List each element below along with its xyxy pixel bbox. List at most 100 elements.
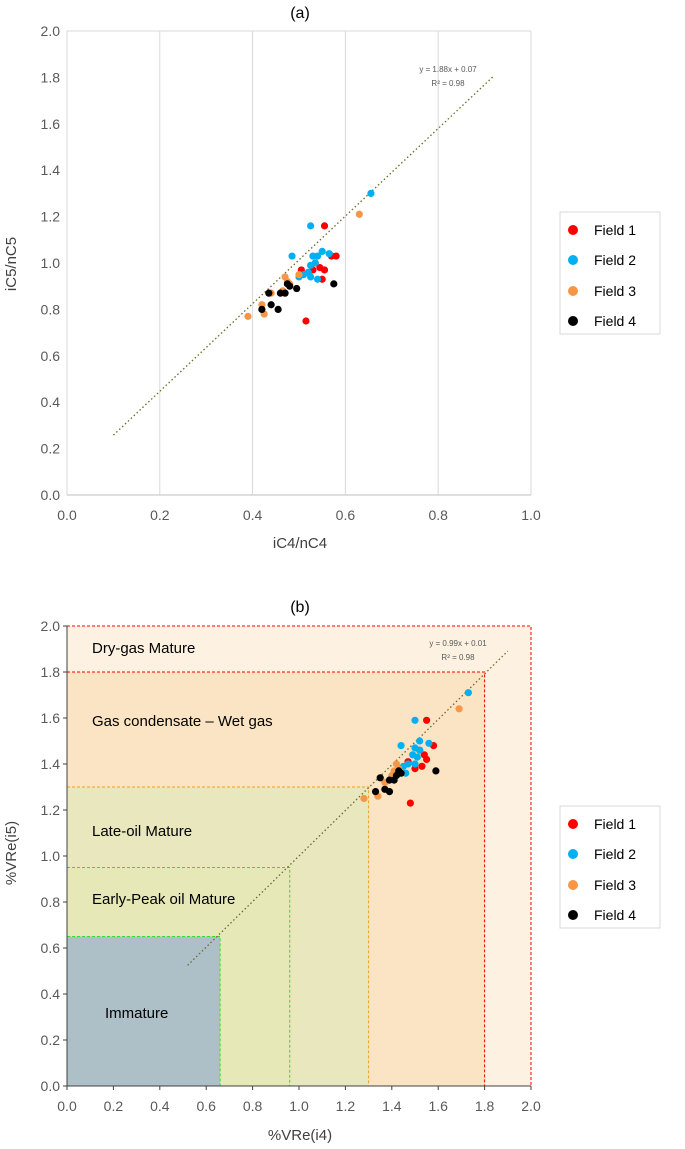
data-point-field-4-8 (385, 788, 394, 796)
data-point-field-4-4 (293, 284, 301, 293)
x-tick-label: 0.6 (336, 507, 356, 523)
panel-b-label: (b) (290, 599, 310, 616)
data-point-field-3-10 (360, 794, 368, 803)
data-point-field-4-9 (371, 788, 380, 796)
chart-panel-a: (a) 0.0 0.2 0.4 0.6 0.8 1.0 1.2 1.4 1.6 1.8 2.0 0.… (3, 5, 661, 552)
x-tick-label: 2.0 (521, 1098, 541, 1114)
panel-b-x-axis-title: %VRe(i4) (268, 1127, 332, 1144)
trendline (187, 650, 509, 966)
legend-label-field-2: Field 2 (594, 252, 636, 268)
y-tick-label: 0.8 (41, 894, 61, 910)
legend-label-field-2: Field 2 (594, 846, 636, 862)
panel-b-trend-equation: y = 0.99x + 0.01 (429, 639, 487, 648)
data-point-field-2-14 (313, 275, 322, 283)
data-point-field-3-1 (455, 705, 463, 713)
data-point-field-2-4 (416, 737, 424, 745)
data-point-field-2-13 (307, 273, 315, 281)
data-point-field-2-2 (307, 222, 315, 230)
y-tick-label: 1.2 (41, 802, 61, 818)
legend-label-field-4: Field 4 (594, 907, 636, 923)
y-tick-label: 0.0 (41, 487, 61, 503)
data-point-field-4-8 (258, 305, 266, 313)
x-tick-label: 0.4 (243, 507, 263, 523)
legend-marker-field-1 (568, 819, 578, 829)
data-point-field-1-10 (302, 317, 310, 325)
x-tick-label: 0.2 (150, 507, 170, 523)
data-point-field-2-5 (325, 250, 333, 258)
x-tick-label: 0.6 (196, 1098, 216, 1114)
panel-b-trend-r2: R² = 0.98 (441, 653, 475, 662)
x-tick-label: 0.8 (428, 507, 448, 523)
data-point-field-4-3 (286, 282, 294, 290)
legend-marker-field-2 (568, 255, 578, 265)
x-tick-label: 0.4 (150, 1098, 170, 1114)
zone-5 (66, 936, 221, 1087)
trendline (112, 75, 495, 436)
x-tick-label: 1.6 (428, 1098, 448, 1114)
data-point-field-4-6 (376, 774, 384, 782)
y-tick-label: 1.0 (41, 255, 61, 271)
data-point-field-1-7 (320, 266, 329, 274)
zone-label-late-oil: Late-oil Mature (92, 823, 192, 840)
x-tick-label: 1.0 (521, 507, 541, 523)
data-point-field-2-3 (288, 252, 296, 260)
x-tick-label: 0.0 (57, 1098, 77, 1114)
panel-a-y-axis-title: iC5/nC5 (3, 237, 20, 291)
data-point-field-1-1 (423, 716, 431, 724)
y-tick-label: 1.6 (41, 710, 61, 726)
legend-label-field-3: Field 3 (594, 283, 636, 299)
data-point-field-4-5 (385, 776, 394, 784)
data-point-field-4-6 (281, 289, 289, 297)
data-point-field-1-7 (406, 799, 414, 807)
zone-label-immature: Immature (105, 1005, 168, 1022)
legend-label-field-3: Field 3 (594, 877, 636, 893)
data-point-field-2-1 (367, 189, 375, 197)
panel-a-legend: Field 1 Field 2 Field 3 Field 4 (559, 211, 661, 335)
data-point-field-3-1 (355, 210, 363, 218)
panel-a-x-axis-title: iC4/nC4 (273, 535, 327, 552)
y-tick-label: 0.6 (41, 940, 61, 956)
legend-marker-field-4 (568, 316, 578, 326)
legend-marker-field-2 (568, 849, 578, 859)
zone-label-dry-gas: Dry-gas Mature (92, 640, 195, 657)
data-point-field-1-6 (418, 762, 426, 770)
y-tick-label: 1.8 (41, 664, 61, 680)
data-point-field-2-4 (318, 247, 326, 255)
panel-a-trend-equation: y = 1.88x + 0.07 (419, 65, 477, 74)
data-point-field-4-9 (267, 301, 275, 309)
legend-marker-field-3 (568, 286, 578, 296)
y-tick-label: 1.4 (41, 162, 61, 178)
panel-a-label: (a) (290, 5, 310, 22)
data-point-field-2-9 (413, 753, 421, 761)
legend-label-field-4: Field 4 (594, 313, 636, 329)
y-tick-label: 1.4 (41, 756, 61, 772)
y-tick-label: 1.8 (41, 69, 61, 85)
y-tick-label: 1.6 (41, 116, 61, 132)
data-point-field-3-10 (244, 312, 252, 320)
data-point-field-2-7 (313, 252, 322, 260)
x-tick-label: 1.0 (289, 1098, 309, 1114)
x-tick-label: 1.2 (336, 1098, 356, 1114)
y-tick-label: 0.8 (41, 301, 61, 317)
data-point-field-2-7 (416, 746, 424, 754)
data-point-field-2-12 (411, 760, 419, 768)
legend-label-field-1: Field 1 (594, 816, 636, 832)
x-tick-label: 0.0 (57, 507, 77, 523)
panel-a-trend-r2: R² = 0.98 (431, 79, 465, 88)
data-point-field-2-3 (397, 742, 405, 750)
y-tick-label: 0.0 (41, 1078, 61, 1094)
panel-b-legend: Field 1 Field 2 Field 3 Field 4 (559, 805, 661, 929)
data-point-field-1-1 (320, 222, 329, 230)
x-tick-label: 0.8 (243, 1098, 263, 1114)
data-point-field-2-5 (425, 739, 433, 747)
data-point-field-4-10 (397, 769, 405, 777)
data-point-field-4-1 (432, 767, 440, 775)
data-point-field-1-3 (332, 252, 340, 260)
y-tick-label: 0.4 (41, 394, 61, 410)
y-tick-label: 1.2 (41, 209, 61, 225)
data-point-field-4-7 (265, 289, 273, 297)
legend-marker-field-3 (568, 880, 578, 890)
x-tick-label: 1.8 (475, 1098, 495, 1114)
data-point-field-2-1 (464, 689, 472, 697)
